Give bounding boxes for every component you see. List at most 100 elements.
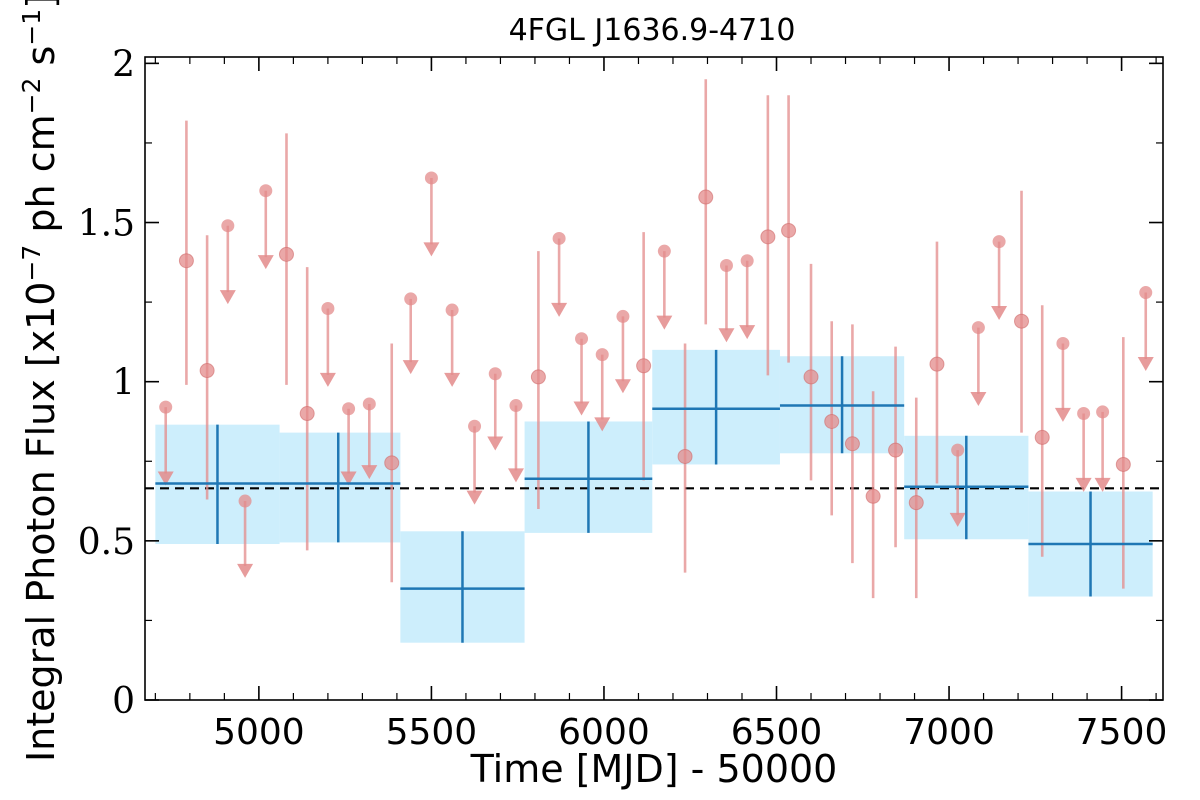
y-label-part-3: s: [19, 46, 63, 78]
upper-limit-marker-38: [951, 443, 965, 457]
short-bin-point-42: [1034, 429, 1050, 445]
x-tick-label-0: 5000: [213, 712, 305, 753]
upper-limit-arrow-3: [219, 290, 236, 305]
upper-limit-arrow-12: [402, 360, 419, 375]
short-bin-point-29: [760, 229, 776, 245]
upper-limit-arrow-13: [423, 242, 440, 257]
y-label-sup-1: −7: [17, 245, 46, 282]
upper-limit-marker-10: [362, 397, 376, 411]
short-bin-point-37: [929, 356, 945, 372]
upper-limit-marker-22: [616, 309, 630, 323]
upper-limit-marker-44: [1077, 407, 1091, 421]
upper-limit-arrow-5: [257, 255, 274, 270]
long-bins-fill-group: [155, 349, 1153, 643]
upper-limit-marker-5: [259, 184, 273, 198]
upper-limit-arrow-20: [573, 401, 590, 416]
upper-limit-marker-4: [238, 494, 252, 508]
y-tick-labels: 0 0.5 1 1.5 2: [78, 44, 135, 722]
short-bins-group: [157, 79, 1154, 599]
short-bin-point-25: [677, 448, 693, 464]
upper-limit-marker-14: [445, 303, 459, 317]
axis-ticks-group: [145, 57, 1163, 701]
upper-limit-arrow-9: [340, 471, 357, 486]
x-tick-label-5: 7500: [1076, 712, 1168, 753]
y-label-part-4: ]: [19, 0, 63, 9]
upper-limit-marker-27: [719, 258, 733, 272]
upper-limit-arrow-45: [1094, 477, 1111, 492]
y-label-sup-3: −1: [17, 9, 46, 46]
plot-frame: [144, 56, 1164, 701]
y-tick-label-4: 2: [112, 44, 135, 85]
upper-limit-arrow-39: [970, 391, 987, 406]
upper-limit-arrow-0: [157, 471, 174, 486]
upper-limit-arrow-19: [551, 302, 568, 317]
y-tick-label-3: 1.5: [78, 204, 135, 245]
short-bin-point-1: [178, 253, 194, 269]
short-bin-point-35: [888, 442, 904, 458]
upper-limit-marker-8: [321, 301, 335, 315]
upper-limit-marker-47: [1139, 286, 1153, 300]
x-tick-label-2: 6000: [558, 712, 650, 753]
y-label-part-1: Integral Photon Flux [x10: [19, 282, 63, 763]
upper-limit-arrow-14: [444, 372, 461, 387]
short-bin-point-26: [698, 189, 714, 205]
upper-limit-marker-39: [971, 321, 985, 335]
upper-limit-arrow-21: [594, 417, 611, 432]
short-bin-point-18: [530, 369, 546, 385]
upper-limit-marker-45: [1096, 405, 1110, 419]
upper-limit-arrow-28: [739, 325, 756, 340]
short-bin-point-31: [803, 369, 819, 385]
short-bin-point-46: [1115, 456, 1131, 472]
short-bin-point-33: [844, 436, 860, 452]
upper-limit-arrow-8: [319, 372, 336, 387]
upper-limit-marker-12: [404, 292, 418, 306]
upper-limit-arrow-38: [949, 512, 966, 527]
upper-limit-marker-16: [488, 367, 502, 381]
y-label-sup-2: −2: [17, 78, 46, 115]
upper-limit-marker-24: [657, 244, 671, 258]
upper-limit-arrow-40: [991, 306, 1008, 321]
short-bin-point-11: [384, 455, 400, 471]
upper-limit-arrow-15: [466, 490, 483, 505]
upper-limit-arrow-17: [507, 468, 524, 483]
x-axis-label: Time [MJD] - 50000: [470, 747, 838, 791]
x-tick-label-3: 6500: [731, 712, 823, 753]
upper-limit-arrow-22: [614, 379, 631, 394]
upper-limit-arrow-44: [1075, 477, 1092, 492]
upper-limit-arrow-27: [718, 328, 735, 343]
upper-limit-arrow-16: [487, 436, 504, 451]
upper-limit-arrow-10: [361, 465, 378, 480]
y-label-part-2: ph cm: [19, 114, 63, 244]
short-bin-point-34: [865, 488, 881, 504]
x-tick-labels: 5000 5500 6000 6500 7000 7500: [213, 712, 1167, 753]
upper-limit-marker-21: [595, 348, 609, 362]
upper-limit-marker-43: [1056, 336, 1070, 350]
upper-limit-marker-15: [468, 419, 482, 433]
upper-limit-marker-3: [221, 219, 235, 233]
upper-limit-marker-40: [992, 235, 1006, 249]
chart-title: 4FGL J1636.9-4710: [509, 13, 796, 48]
upper-limit-arrow-4: [237, 563, 254, 578]
short-bin-point-32: [824, 413, 840, 429]
short-bin-point-23: [636, 358, 652, 374]
upper-limit-arrow-43: [1054, 407, 1071, 422]
x-tick-label-4: 7000: [903, 712, 995, 753]
upper-limit-arrow-24: [656, 315, 673, 330]
short-bin-point-30: [781, 222, 797, 238]
upper-limit-marker-13: [424, 171, 438, 185]
short-bin-point-36: [908, 495, 924, 511]
upper-limit-marker-0: [159, 400, 173, 414]
short-bin-point-7: [299, 406, 315, 422]
y-tick-label-2: 1: [112, 363, 135, 404]
y-axis-label: Integral Photon Flux [x10−7 ph cm−2 s−1]: [17, 0, 64, 762]
y-tick-label-1: 0.5: [78, 522, 135, 563]
x-tick-label-1: 5500: [386, 712, 478, 753]
upper-limit-marker-19: [552, 231, 566, 245]
upper-limit-marker-17: [509, 399, 523, 413]
upper-limit-marker-20: [575, 332, 589, 346]
upper-limit-arrow-47: [1137, 356, 1154, 371]
short-bin-point-2: [199, 363, 215, 379]
y-tick-label-0: 0: [112, 681, 135, 722]
short-bin-point-41: [1014, 313, 1030, 329]
